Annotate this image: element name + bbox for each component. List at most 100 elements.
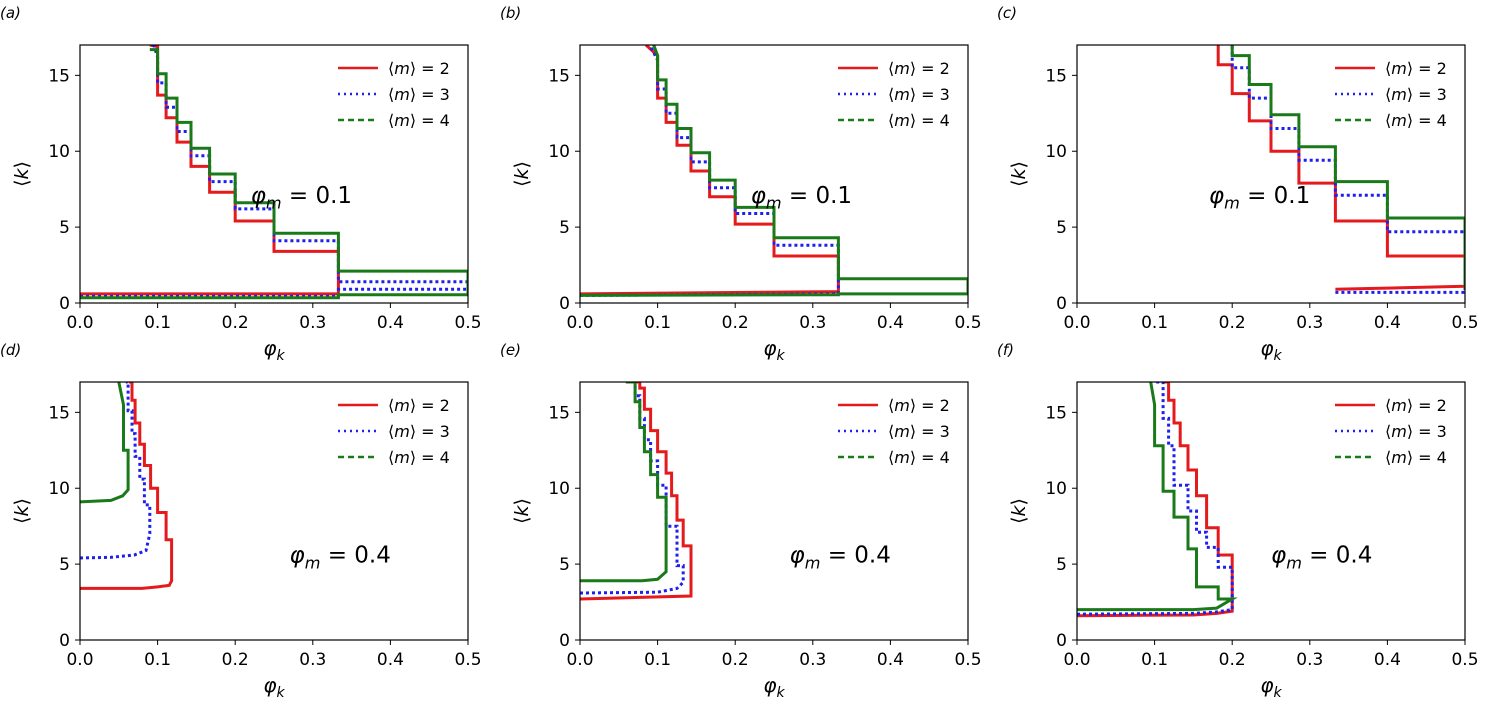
series-line-m2 [80, 382, 174, 590]
y-tick-label: 5 [59, 218, 70, 238]
series-line-m3 [80, 45, 468, 298]
legend-label: ⟨m⟩ = 4 [388, 111, 450, 130]
y-tick-label: 15 [1045, 403, 1067, 423]
axes-frame [1076, 381, 1466, 641]
y-tick-label: 5 [1056, 555, 1067, 575]
x-tick-label: 0.0 [566, 650, 593, 670]
chart-panel-a: 0.0 0.1 0.2 0.3 0.4 0.5 0 5 10 15 φk ⟨k⟩ (a) φm = 0.1… [0, 4, 482, 364]
y-tick-label: 5 [559, 218, 570, 238]
x-tick-label: 0.2 [1219, 650, 1246, 670]
x-tick-label: 0.5 [954, 650, 981, 670]
x-tick-label: 0.1 [1141, 650, 1168, 670]
legend: ⟨m⟩ = 2 ⟨m⟩ = 3 ⟨m⟩ = 4 [838, 396, 950, 467]
legend-label: ⟨m⟩ = 2 [388, 59, 450, 78]
series-line-m4 [580, 45, 968, 297]
x-tick-label: 0.0 [66, 313, 93, 333]
y-tick-label: 15 [48, 66, 70, 86]
x-tick-label: 0.5 [454, 650, 481, 670]
y-axis-label: ⟨k⟩ [1008, 498, 1030, 524]
legend-label: ⟨m⟩ = 2 [1385, 396, 1447, 415]
series-line-m4 [580, 382, 668, 583]
legend-label: ⟨m⟩ = 4 [1385, 111, 1447, 130]
legend: ⟨m⟩ = 2 ⟨m⟩ = 3 ⟨m⟩ = 4 [1335, 59, 1447, 130]
legend-label: ⟨m⟩ = 3 [388, 422, 450, 441]
legend-label: ⟨m⟩ = 2 [888, 396, 950, 415]
x-tick-label: 0.5 [1451, 650, 1478, 670]
phi-m-annotation: φm = 0.1 [251, 183, 352, 213]
axes-frame [79, 44, 469, 304]
y-tick-label: 0 [559, 631, 570, 651]
phi-m-annotation: φm = 0.4 [290, 543, 391, 573]
x-tick-label: 0.5 [954, 313, 981, 333]
series-line-m4 [80, 382, 130, 504]
chart-panel-c: 0.0 0.1 0.2 0.3 0.4 0.5 0 5 10 15 φk ⟨k⟩ (c) φm = 0.1… [997, 4, 1479, 364]
x-axis-label: φk [763, 336, 785, 364]
legend-label: ⟨m⟩ = 4 [888, 448, 950, 467]
legend-label: ⟨m⟩ = 2 [1385, 59, 1447, 78]
axes-frame [579, 44, 969, 304]
x-tick-label: 0.3 [1296, 650, 1323, 670]
x-tick-label: 0.4 [377, 313, 404, 333]
phi-m-annotation: φm = 0.1 [1209, 183, 1310, 213]
x-tick-label: 0.0 [566, 313, 593, 333]
series-line-m2 [580, 382, 693, 601]
y-tick-label: 5 [59, 555, 70, 575]
legend-label: ⟨m⟩ = 3 [1385, 422, 1447, 441]
x-tick-label: 0.4 [877, 650, 904, 670]
phi-m-annotation: φm = 0.4 [1271, 543, 1372, 573]
axes-frame [79, 381, 469, 641]
y-tick-label: 10 [1045, 142, 1067, 162]
y-tick-label: 5 [1056, 218, 1067, 238]
legend: ⟨m⟩ = 2 ⟨m⟩ = 3 ⟨m⟩ = 4 [338, 396, 450, 467]
y-tick-label: 0 [559, 294, 570, 314]
y-tick-label: 0 [1056, 294, 1067, 314]
series-line-m2 [1216, 45, 1465, 291]
y-axis-label: ⟨k⟩ [511, 161, 533, 187]
y-tick-label: 15 [48, 403, 70, 423]
y-tick-label: 15 [548, 66, 570, 86]
chart-panel-d: 0.0 0.1 0.2 0.3 0.4 0.5 0 5 10 15 φk ⟨k⟩ (d) φm = 0.4… [0, 341, 482, 701]
x-tick-label: 0.2 [222, 650, 249, 670]
legend-label: ⟨m⟩ = 4 [888, 111, 950, 130]
y-axis-label: ⟨k⟩ [511, 498, 533, 524]
x-tick-label: 0.2 [1219, 313, 1246, 333]
x-tick-label: 0.3 [799, 650, 826, 670]
x-tick-label: 0.2 [722, 313, 749, 333]
legend-label: ⟨m⟩ = 2 [888, 59, 950, 78]
x-axis-label: φk [1260, 336, 1282, 364]
y-tick-label: 0 [1056, 631, 1067, 651]
x-tick-label: 0.3 [299, 650, 326, 670]
y-tick-label: 5 [559, 555, 570, 575]
series-line-m3 [80, 382, 152, 560]
y-axis-label: ⟨k⟩ [11, 161, 33, 187]
y-tick-label: 10 [48, 479, 70, 499]
panel-label: (b) [500, 4, 521, 22]
legend-label: ⟨m⟩ = 3 [888, 422, 950, 441]
y-tick-label: 0 [59, 631, 70, 651]
panel-label: (f) [997, 341, 1014, 359]
series-line-m4 [80, 48, 468, 300]
x-tick-label: 0.2 [722, 650, 749, 670]
x-tick-label: 0.4 [877, 313, 904, 333]
series-line-m4 [1077, 382, 1238, 612]
x-tick-label: 0.0 [1063, 313, 1090, 333]
y-tick-label: 10 [548, 479, 570, 499]
y-axis-label: ⟨k⟩ [1008, 161, 1030, 187]
x-tick-label: 0.3 [1296, 313, 1323, 333]
panel-label: (c) [997, 4, 1017, 22]
phi-m-annotation: φm = 0.4 [790, 543, 891, 573]
x-axis-label: φk [1260, 673, 1282, 701]
chart-panel-b: 0.0 0.1 0.2 0.3 0.4 0.5 0 5 10 15 φk ⟨k⟩ (b) φm = 0.1… [500, 4, 982, 364]
y-tick-label: 10 [548, 142, 570, 162]
y-tick-label: 0 [59, 294, 70, 314]
legend: ⟨m⟩ = 2 ⟨m⟩ = 3 ⟨m⟩ = 4 [338, 59, 450, 130]
x-tick-label: 0.5 [1451, 313, 1478, 333]
x-axis-label: φk [263, 336, 285, 364]
axes-frame [579, 381, 969, 641]
phi-m-annotation: φm = 0.1 [751, 183, 852, 213]
x-tick-label: 0.5 [454, 313, 481, 333]
x-tick-label: 0.1 [144, 650, 171, 670]
y-tick-label: 15 [1045, 66, 1067, 86]
y-tick-label: 10 [48, 142, 70, 162]
